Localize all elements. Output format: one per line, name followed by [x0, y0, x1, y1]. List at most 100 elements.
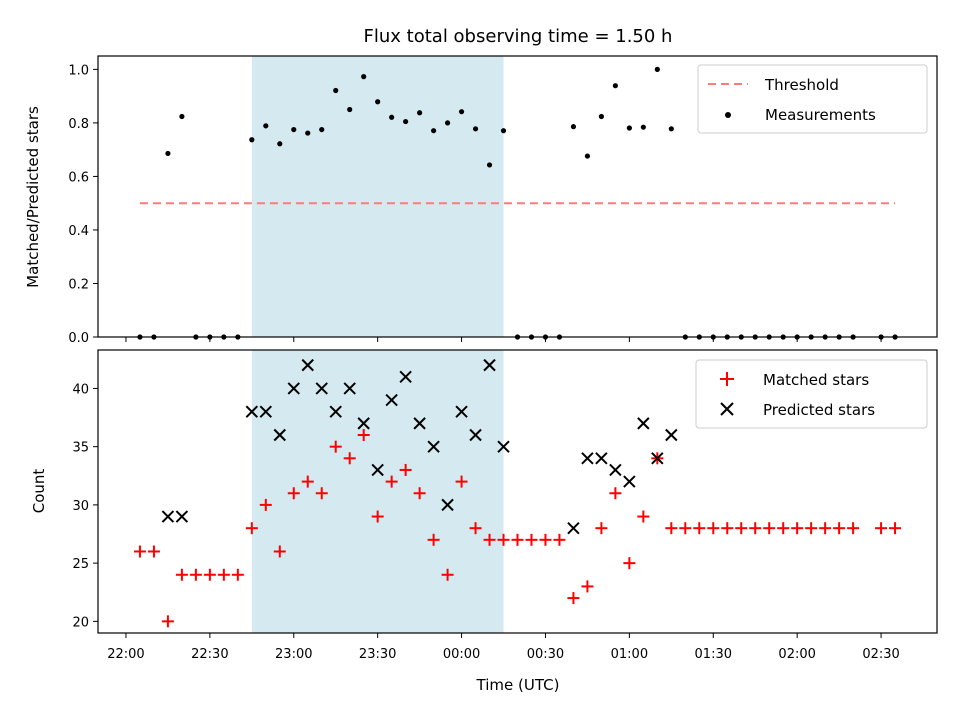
matched-star-point [623, 557, 636, 570]
predicted-star-point [665, 428, 678, 442]
matched-star-point [469, 522, 482, 535]
top-y-tick-label: 0.8 [68, 117, 89, 132]
matched-star-point [175, 568, 188, 581]
matched-star-point [805, 522, 818, 535]
top-y-axis-label: Matched/Predicted stars [24, 106, 42, 288]
measurement-point [584, 153, 591, 159]
matched-star-point [511, 533, 524, 546]
bottom-y-tick-label: 30 [72, 499, 89, 514]
matched-star-point [273, 545, 286, 558]
predicted-star-point [301, 358, 314, 372]
measurement-point [654, 66, 660, 72]
chart-title: Flux total observing time = 1.50 h [364, 26, 673, 47]
bottom-x-tick-label: 23:00 [275, 647, 312, 662]
predicted-star-point [399, 370, 412, 383]
matched-star-point [413, 487, 426, 500]
predicted-star-point [343, 382, 356, 395]
matched-star-point [343, 452, 356, 465]
top-y-ticks: 0.0 0.2 0.4 0.6 0.8 1.0 [68, 63, 98, 346]
bottom-x-tick-label: 22:30 [191, 647, 228, 662]
matched-star-point [287, 487, 300, 500]
measurement-point [486, 162, 493, 168]
bottom-x-ticks: 22:00 22:30 23:00 23:30 00:00 00:30 01:00 01:30… [107, 633, 900, 662]
matched-star-point [609, 487, 622, 500]
predicted-star-point [497, 440, 510, 453]
measurement-point [319, 126, 325, 133]
matched-star-point [735, 522, 748, 535]
matched-star-point [665, 522, 678, 535]
top-panel: Flux total observing time = 1.50 h 0.0 0.… [24, 26, 938, 346]
legend-predicted-swatch [720, 402, 734, 416]
legend-threshold-label: Threshold [764, 76, 839, 94]
predicted-star-point [441, 498, 454, 512]
measurement-point [277, 141, 283, 147]
matched-star-point [315, 487, 328, 500]
measurement-point [165, 150, 171, 157]
measurement-point [389, 114, 395, 120]
predicted-star-point [483, 358, 496, 372]
matched-star-point [427, 533, 440, 546]
bottom-y-axis-label: Count [30, 469, 48, 514]
top-legend: Threshold Measurements [697, 64, 928, 134]
matched-star-point [189, 568, 202, 581]
measurement-point [431, 128, 437, 134]
predicted-star-point [595, 452, 608, 465]
bottom-x-tick-label: 23:30 [359, 647, 396, 662]
matched-star-point [595, 522, 608, 535]
measurement-point [347, 106, 353, 113]
matched-star-point [161, 615, 174, 628]
bottom-panel: 20 25 30 35 40 22:00 22:30 23:00 23:30 00:00 00:3… [30, 349, 938, 694]
matched-star-point [441, 568, 454, 581]
predicted-star-point [315, 382, 328, 395]
matched-star-point [371, 510, 384, 523]
predicted-star-point [161, 510, 175, 523]
matched-star-point [133, 545, 146, 558]
matched-star-point [217, 568, 230, 581]
measurement-point [598, 113, 605, 120]
top-legend-box [697, 64, 928, 134]
matched-star-point [763, 522, 776, 535]
bottom-x-tick-label: 02:00 [778, 647, 815, 662]
matched-star-point [231, 568, 244, 581]
matched-star-points [133, 429, 902, 628]
matched-star-point [749, 522, 762, 535]
bottom-y-tick-label: 20 [72, 615, 89, 630]
top-y-tick-label: 0.0 [68, 331, 89, 346]
bottom-x-tick-label: 22:00 [107, 647, 144, 662]
matched-star-point [203, 568, 216, 581]
top-shaded-interval [251, 56, 504, 337]
predicted-star-point [623, 475, 636, 488]
measurement-point [668, 126, 674, 132]
measurement-point [444, 120, 451, 126]
measurement-point [403, 118, 409, 125]
matched-star-point [329, 440, 342, 453]
measurement-point [291, 126, 297, 133]
legend-matched-swatch [720, 372, 734, 386]
predicted-star-point [175, 510, 189, 523]
measurement-point [500, 128, 507, 134]
matched-star-point [245, 522, 258, 535]
legend-measurements-label: Measurements [765, 106, 876, 124]
measurement-point [612, 83, 618, 89]
bottom-y-ticks: 20 25 30 35 40 [72, 382, 98, 630]
bottom-legend-box [695, 359, 928, 429]
predicted-star-point [273, 428, 286, 442]
bottom-y-tick-label: 25 [72, 557, 89, 572]
legend-matched-label: Matched stars [763, 371, 869, 389]
matched-star-point [259, 498, 272, 511]
bottom-x-tick-label: 01:30 [695, 647, 732, 662]
measurement-point [179, 113, 185, 120]
predicted-star-point [637, 417, 650, 430]
legend-predicted-label: Predicted stars [763, 401, 875, 419]
matched-star-point [819, 522, 832, 535]
matched-star-point [497, 533, 510, 546]
predicted-star-point [385, 393, 398, 407]
matched-star-point [581, 580, 594, 593]
matched-star-point [147, 545, 160, 558]
predicted-star-point [567, 521, 580, 535]
bottom-axes-frame [97, 349, 938, 634]
top-y-tick-label: 0.4 [68, 224, 89, 239]
top-y-tick-label: 1.0 [68, 63, 89, 78]
matched-star-point [483, 533, 496, 546]
predicted-star-point [245, 405, 259, 418]
